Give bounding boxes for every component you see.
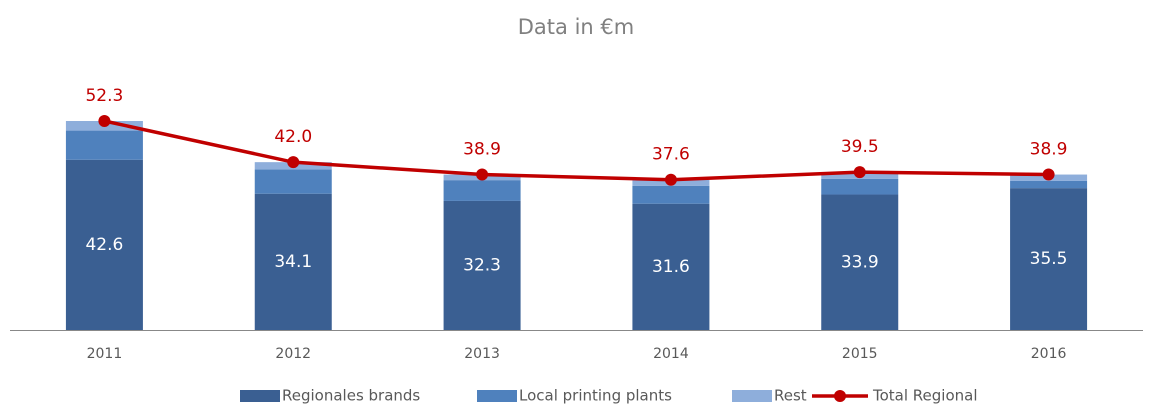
data-label: 38.9 [463, 140, 501, 160]
data-label: 34.1 [274, 252, 312, 272]
bar-segment [443, 200, 521, 330]
data-label: 38.9 [1030, 140, 1068, 160]
bar-segment [254, 169, 332, 194]
line-point [287, 156, 300, 169]
line [104, 119, 1049, 182]
data-label: 37.6 [652, 145, 690, 165]
legend-label: Rest [774, 387, 807, 405]
legend-label: Local printing plants [519, 387, 672, 405]
bar-segment [821, 178, 899, 195]
x-tick-label: 2016 [1031, 346, 1067, 362]
data-label: 52.3 [85, 86, 123, 106]
data-label: 39.5 [841, 137, 879, 157]
bar-segment [254, 193, 332, 330]
bar-segment [65, 130, 143, 160]
legend-swatch [477, 390, 517, 402]
line-point [98, 115, 111, 127]
bar-segment [632, 203, 710, 330]
legend-label: Total Regional [872, 387, 978, 405]
line-point [664, 173, 677, 186]
data-label: 33.9 [841, 252, 879, 272]
data-label: 42.6 [85, 235, 123, 255]
data-label: 42.0 [274, 127, 312, 147]
x-tick-label: 2013 [464, 346, 500, 362]
line-point [1042, 168, 1055, 181]
legend-swatch [732, 390, 772, 402]
x-tick-label: 2011 [87, 346, 123, 362]
legend-label: Regionales brands [282, 387, 420, 405]
legend-swatch [240, 390, 280, 402]
bar-segment [1010, 180, 1088, 189]
bar-segment [443, 180, 521, 201]
data-label: 32.3 [463, 255, 501, 275]
bar-segment [65, 159, 143, 330]
bar-segment [821, 194, 899, 330]
x-tick-label: 2012 [275, 346, 311, 362]
x-tick-label: 2015 [842, 346, 878, 362]
data-label: 31.6 [652, 257, 690, 277]
legend-swatch [834, 390, 846, 402]
x-tick-label: 2014 [653, 346, 689, 362]
line-point [476, 168, 489, 181]
data-label: 35.5 [1030, 249, 1068, 269]
bar-segment [632, 185, 710, 204]
bar-segment [1010, 188, 1088, 330]
chart-title: Data in €m [518, 15, 634, 39]
line-point [853, 166, 866, 179]
